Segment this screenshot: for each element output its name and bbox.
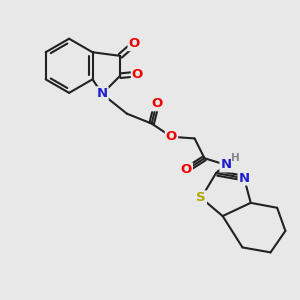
Text: O: O bbox=[132, 68, 143, 80]
Text: N: N bbox=[220, 158, 232, 171]
Text: H: H bbox=[231, 153, 240, 163]
Text: S: S bbox=[196, 191, 206, 204]
Text: O: O bbox=[181, 163, 192, 176]
Text: O: O bbox=[166, 130, 177, 143]
Text: O: O bbox=[151, 97, 162, 110]
Text: N: N bbox=[238, 172, 250, 184]
Text: O: O bbox=[128, 37, 140, 50]
Text: N: N bbox=[97, 87, 108, 101]
